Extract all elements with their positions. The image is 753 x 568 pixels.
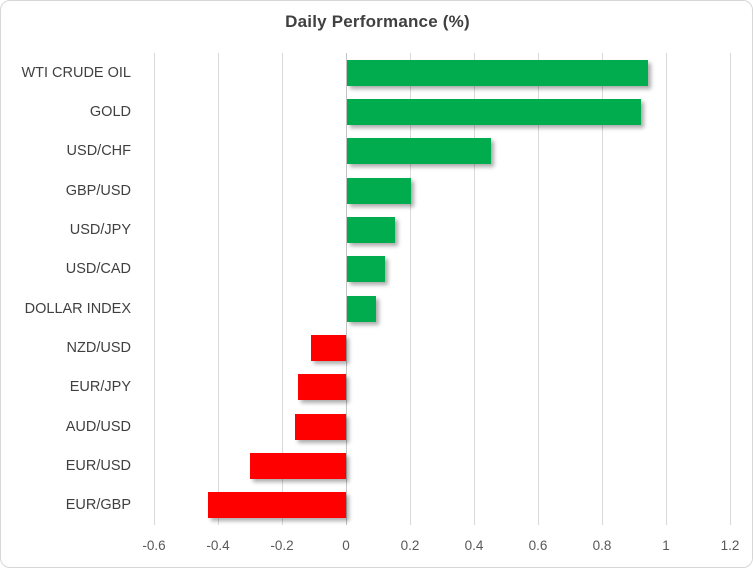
bar-eur-usd <box>250 453 346 479</box>
x-tick-label--0.4: -0.4 <box>206 538 230 553</box>
bar-usd-cad <box>347 256 386 283</box>
x-tick-label--0.6: -0.6 <box>142 538 166 553</box>
bar-eur-jpy <box>298 374 346 401</box>
gridline <box>282 53 283 525</box>
bar-gbp-usd <box>347 177 411 204</box>
x-tick-label-0.8: 0.8 <box>592 538 612 553</box>
bar-usd-chf <box>347 138 491 165</box>
category-label-dollar-index: DOLLAR INDEX <box>24 300 131 317</box>
bar-usd-jpy <box>347 217 395 243</box>
gridline <box>730 53 731 525</box>
gridline <box>474 53 475 525</box>
category-label-aud-usd: AUD/USD <box>65 418 131 435</box>
category-label-eur-jpy: EUR/JPY <box>69 379 131 396</box>
gridline <box>538 53 539 525</box>
category-label-eur-usd: EUR/USD <box>65 458 131 474</box>
x-tick-label--0.2: -0.2 <box>270 538 294 553</box>
zero-axis-line <box>346 53 347 525</box>
bar-wti-crude-oil <box>347 59 648 86</box>
category-label-usd-cad: USD/CAD <box>65 261 131 278</box>
bar-gold <box>347 99 642 125</box>
bar-dollar-index <box>347 295 376 322</box>
x-tick-label-0.2: 0.2 <box>400 538 420 553</box>
category-label-usd-chf: USD/CHF <box>66 143 131 160</box>
gridline <box>602 53 603 525</box>
gridline <box>154 53 155 525</box>
bar-eur-gbp <box>208 492 346 519</box>
category-label-usd-jpy: USD/JPY <box>69 222 131 238</box>
x-tick-label-0.6: 0.6 <box>528 538 548 553</box>
category-label-wti-crude-oil: WTI CRUDE OIL <box>21 64 131 81</box>
gridline <box>410 53 411 525</box>
gridline <box>218 53 219 525</box>
chart-title: Daily Performance (%) <box>285 12 470 31</box>
bar-nzd-usd <box>310 335 346 361</box>
category-label-gbp-usd: GBP/USD <box>65 182 131 199</box>
gridline <box>666 53 667 525</box>
x-tick-label-1: 1 <box>662 538 670 553</box>
x-tick-label-1.2: 1.2 <box>720 538 740 553</box>
category-label-eur-gbp: EUR/GBP <box>65 497 131 514</box>
x-tick-label-0.4: 0.4 <box>464 538 484 553</box>
category-label-gold: GOLD <box>89 104 131 120</box>
plot-area <box>154 53 731 525</box>
x-tick-label-0: 0 <box>342 538 350 553</box>
bar-aud-usd <box>294 413 346 440</box>
category-label-nzd-usd: NZD/USD <box>66 340 131 356</box>
